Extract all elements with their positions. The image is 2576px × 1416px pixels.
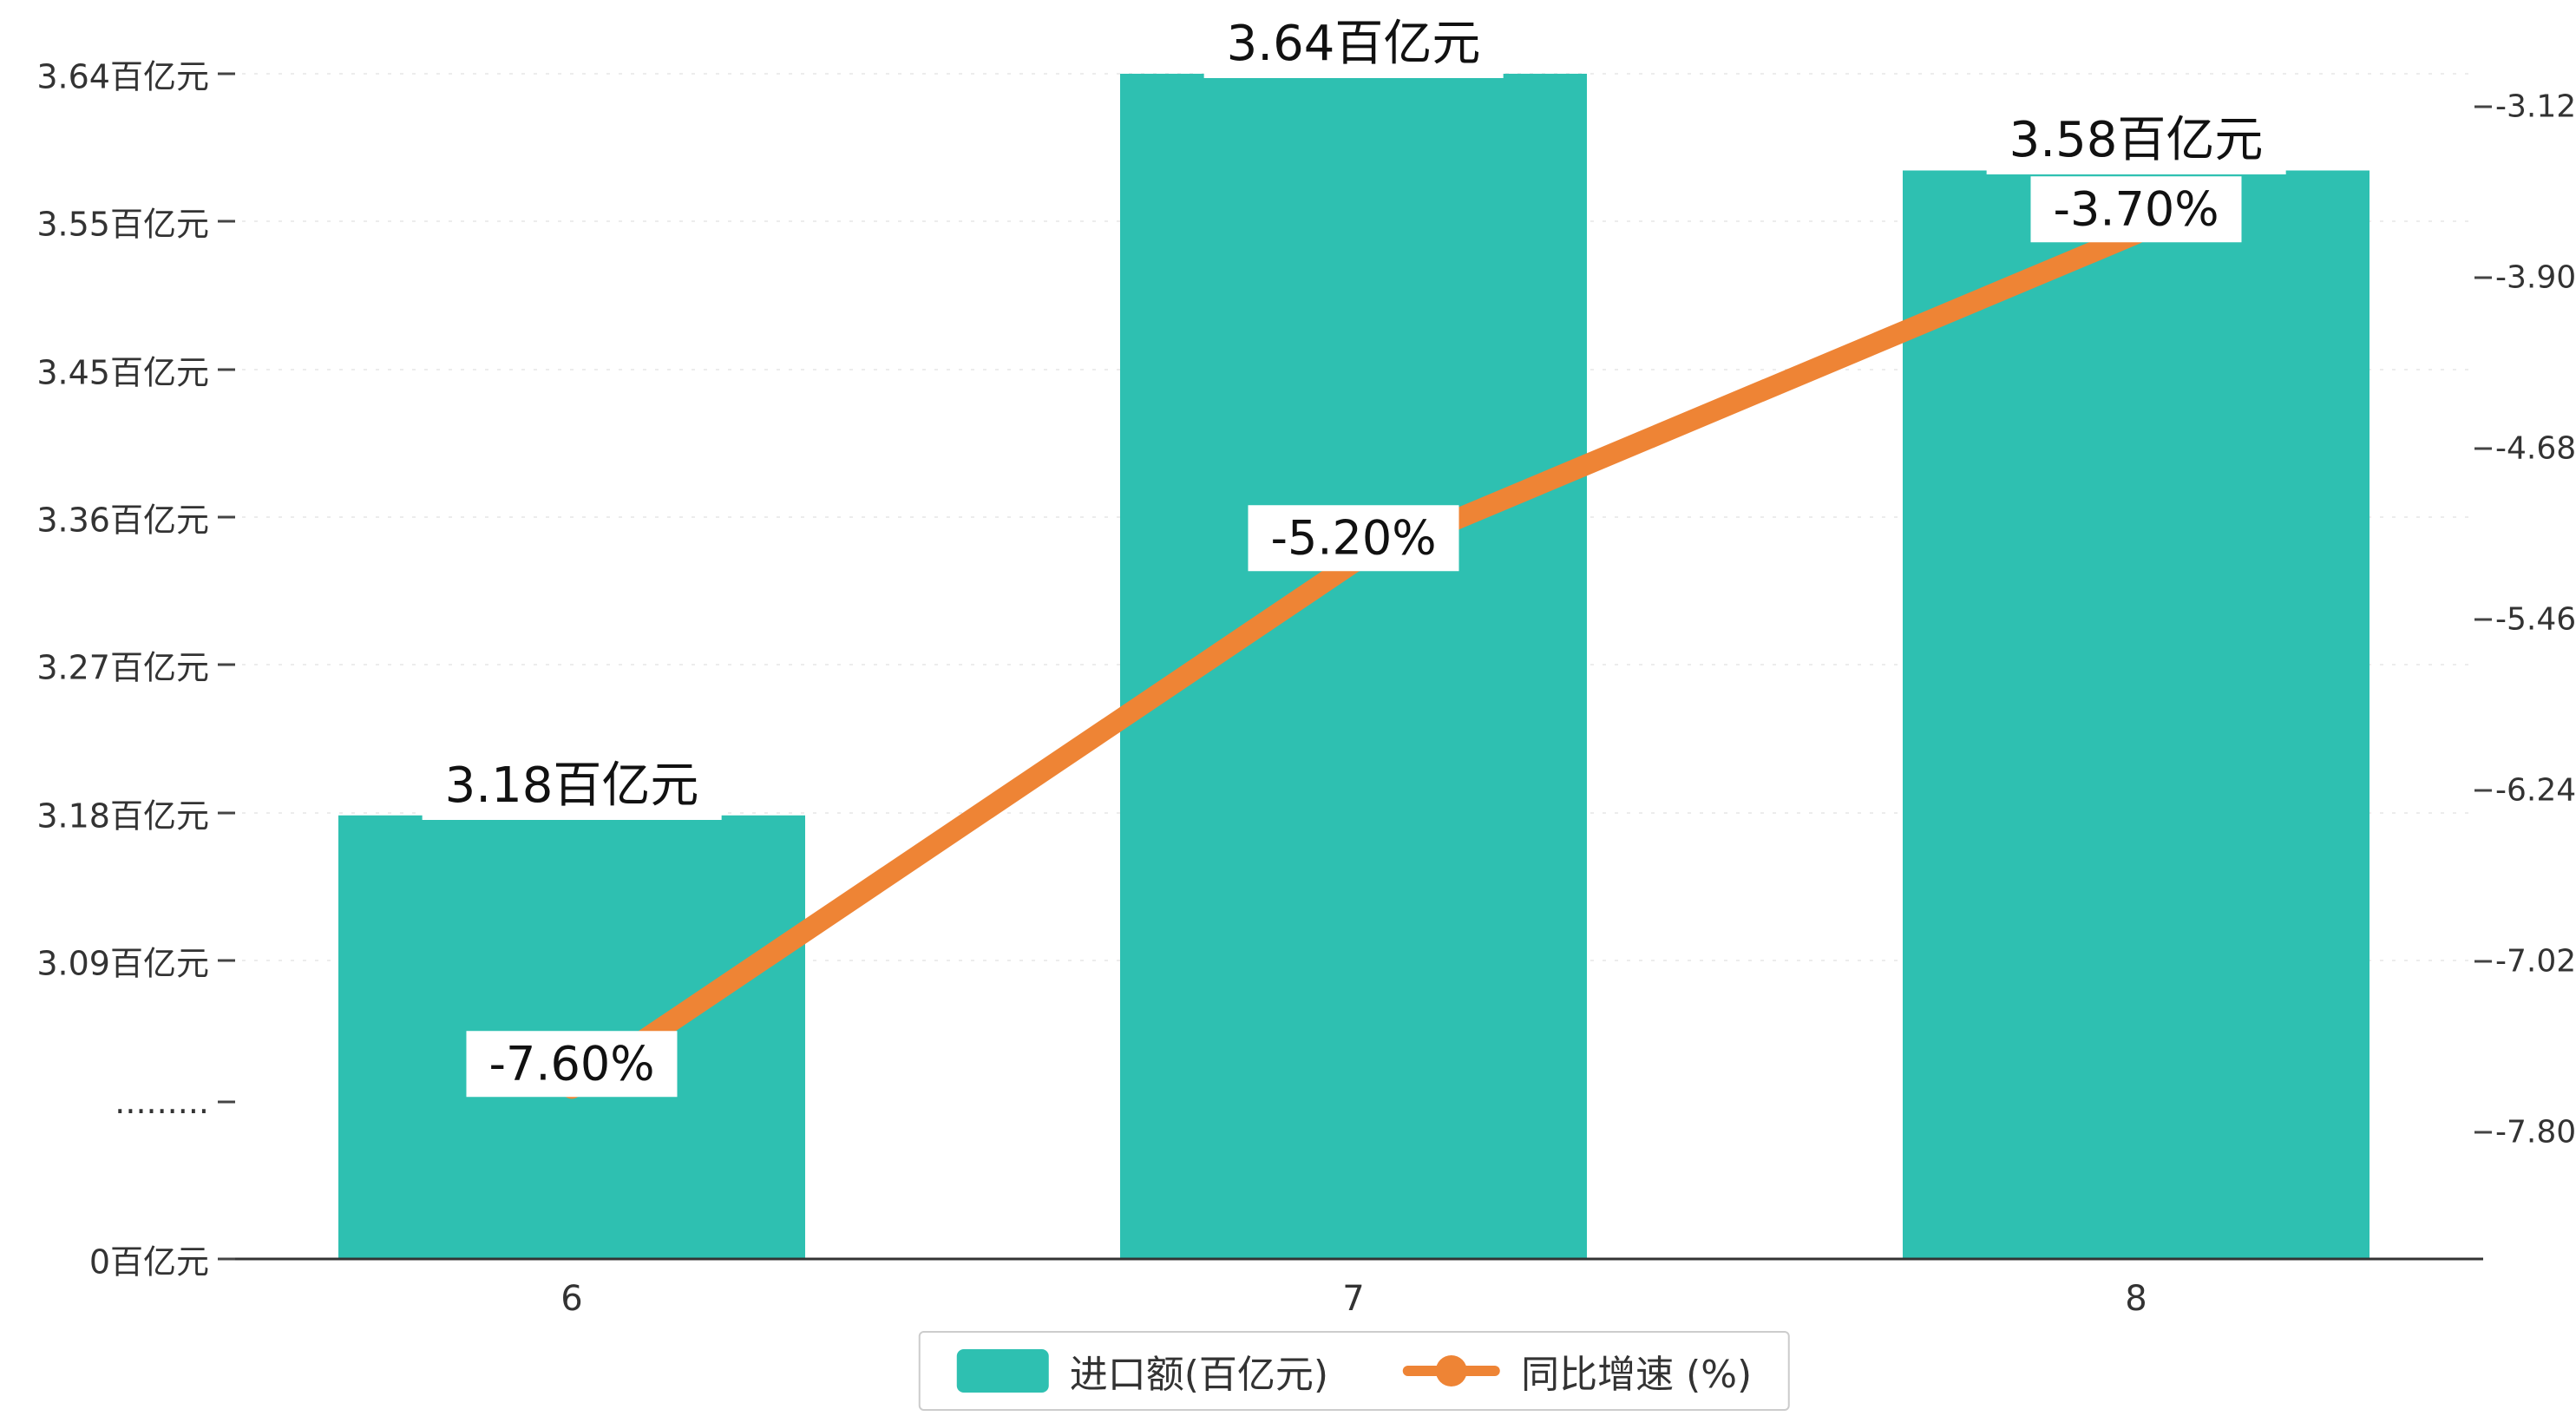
x-axis-label: 7	[1342, 1279, 1365, 1319]
left-axis-tick-label: 3.27百亿元	[36, 648, 209, 687]
left-axis-tick-label: 3.36百亿元	[36, 501, 209, 540]
left-axis-tick-label: 3.18百亿元	[36, 796, 209, 836]
bar-month-8[interactable]	[1903, 170, 2370, 1259]
right-axis-tick-label: -7.80	[2495, 1114, 2576, 1150]
x-axis-label: 6	[560, 1279, 583, 1319]
bar-value-label: 3.58百亿元	[1986, 107, 2286, 175]
left-axis-tick-label: 0百亿元	[88, 1242, 209, 1282]
right-axis-tick-label: -4.68	[2495, 430, 2576, 467]
legend-label-import-value: 进口额(百亿元)	[1069, 1353, 1329, 1397]
right-axis-tick-label: -3.90	[2495, 259, 2576, 296]
right-axis-tick-label: -3.12	[2495, 88, 2576, 125]
left-axis-tick-label: 3.55百亿元	[36, 205, 209, 244]
legend: 进口额(百亿元) 同比增速 (%)	[918, 1331, 1791, 1411]
legend-item-yoy-growth[interactable]: 同比增速 (%)	[1403, 1343, 1752, 1399]
right-axis-tick-label: -5.46	[2495, 601, 2576, 638]
left-axis-tick-label: 3.64百亿元	[36, 57, 209, 96]
line-series-swatch-icon	[1403, 1349, 1501, 1393]
right-axis-tick-label: -6.24	[2495, 772, 2576, 809]
line-value-label: -5.20%	[1248, 505, 1459, 572]
left-axis-tick-label: .........	[115, 1083, 209, 1121]
legend-line-dot	[1436, 1355, 1468, 1386]
x-axis-label: 8	[2125, 1279, 2147, 1319]
bar-value-label: 3.64百亿元	[1203, 10, 1504, 78]
line-value-label: -7.60%	[466, 1031, 678, 1098]
legend-label-yoy-growth: 同比增速 (%)	[1521, 1353, 1753, 1397]
left-axis-tick-label: 3.09百亿元	[36, 944, 209, 983]
legend-item-import-value[interactable]: 进口额(百亿元)	[956, 1343, 1329, 1399]
bar-value-label: 3.18百亿元	[422, 751, 722, 820]
right-axis-tick-label: -7.02	[2495, 943, 2576, 980]
line-value-label: -3.70%	[2030, 176, 2242, 243]
bar-series-swatch-icon	[956, 1349, 1049, 1393]
left-axis-tick-label: 3.45百亿元	[36, 353, 209, 392]
